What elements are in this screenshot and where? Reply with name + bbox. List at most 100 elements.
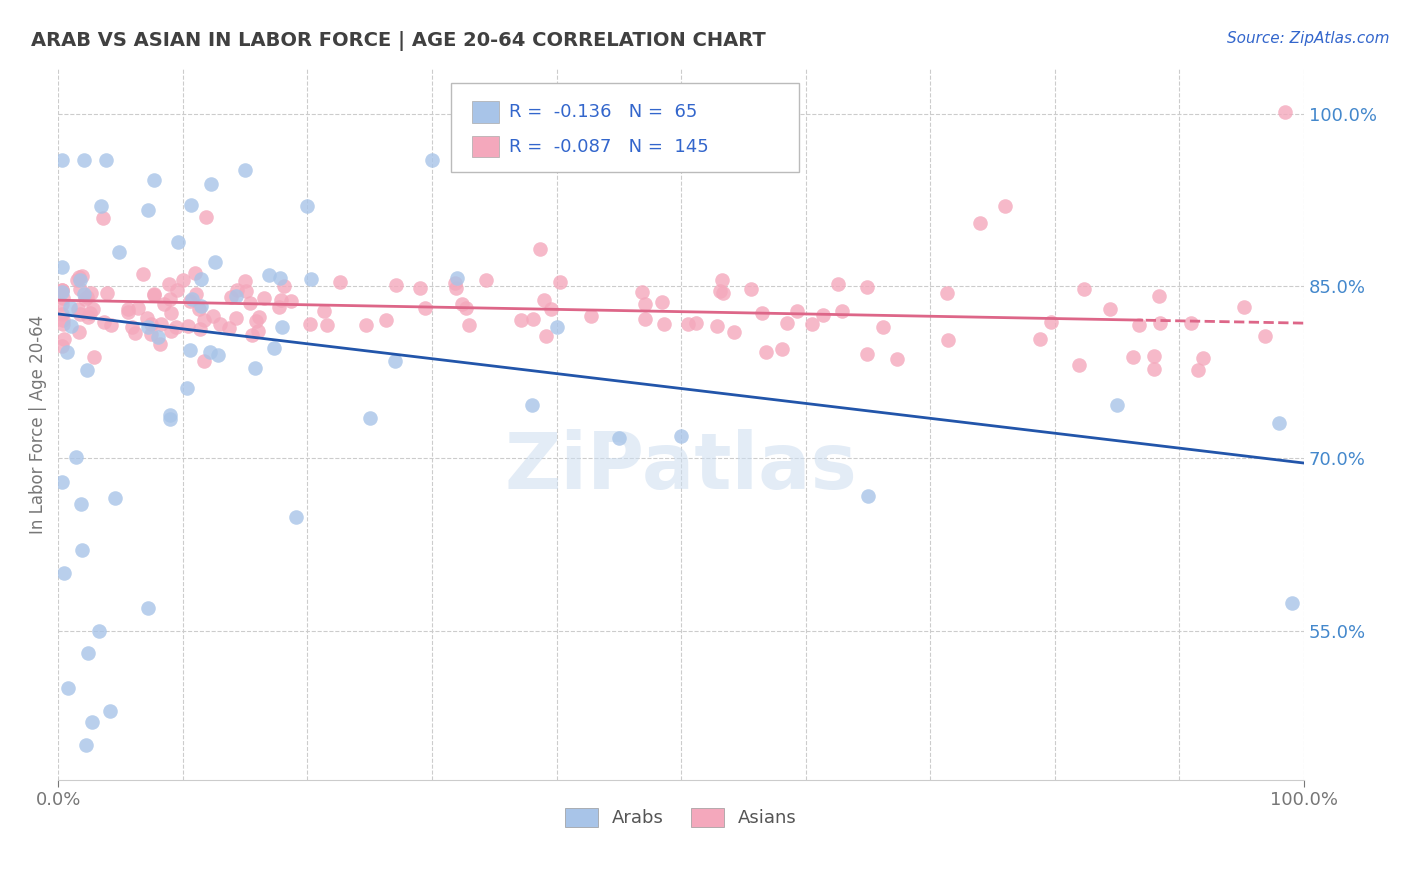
Point bbox=[271, 319, 294, 334]
Text: Source: ZipAtlas.com: Source: ZipAtlas.com bbox=[1226, 31, 1389, 46]
Point bbox=[51, 285, 73, 300]
Point bbox=[1192, 351, 1215, 366]
Point bbox=[187, 302, 209, 317]
Point bbox=[385, 277, 408, 292]
Point bbox=[233, 163, 256, 178]
Point bbox=[1122, 350, 1144, 364]
Point bbox=[936, 285, 959, 300]
Point bbox=[198, 345, 221, 359]
FancyBboxPatch shape bbox=[472, 101, 499, 122]
Point bbox=[69, 497, 91, 511]
Point bbox=[678, 318, 700, 332]
Point bbox=[193, 313, 215, 327]
Point bbox=[1107, 398, 1129, 412]
Point bbox=[180, 292, 202, 306]
Point bbox=[82, 302, 104, 317]
Point bbox=[104, 491, 127, 505]
Point bbox=[450, 296, 472, 310]
Point bbox=[546, 320, 568, 334]
Point bbox=[69, 307, 91, 321]
Point bbox=[225, 289, 247, 303]
Point bbox=[136, 202, 159, 217]
Point bbox=[855, 347, 877, 361]
Point bbox=[82, 715, 104, 730]
Point bbox=[280, 293, 302, 308]
Point bbox=[1067, 358, 1090, 372]
Point bbox=[208, 318, 231, 332]
Point bbox=[149, 317, 172, 331]
Point bbox=[269, 301, 291, 315]
Text: R =  -0.136   N =  65: R = -0.136 N = 65 bbox=[509, 103, 697, 121]
Point bbox=[69, 282, 91, 296]
Point bbox=[1274, 105, 1296, 120]
Point bbox=[136, 600, 159, 615]
Point bbox=[157, 277, 180, 292]
FancyBboxPatch shape bbox=[472, 136, 499, 157]
Point bbox=[233, 274, 256, 288]
Point bbox=[297, 199, 319, 213]
Point bbox=[153, 297, 176, 311]
Point bbox=[1268, 416, 1291, 430]
Point bbox=[444, 277, 467, 291]
Point bbox=[994, 199, 1017, 213]
Point bbox=[969, 216, 991, 230]
Point bbox=[138, 320, 160, 334]
Point bbox=[73, 293, 96, 307]
Point bbox=[314, 304, 336, 318]
Point bbox=[179, 343, 201, 357]
Point bbox=[51, 297, 73, 311]
Point bbox=[520, 398, 543, 412]
Point bbox=[247, 310, 270, 324]
Point bbox=[139, 327, 162, 342]
Point bbox=[177, 318, 200, 333]
Point bbox=[83, 350, 105, 364]
Point bbox=[270, 293, 292, 308]
Point bbox=[316, 318, 339, 332]
Point bbox=[93, 315, 115, 329]
Point bbox=[259, 268, 281, 282]
Point bbox=[143, 288, 166, 302]
Point bbox=[159, 324, 181, 338]
Point bbox=[247, 324, 270, 338]
Point bbox=[75, 738, 97, 752]
Point bbox=[76, 310, 98, 325]
Point bbox=[207, 348, 229, 362]
Point bbox=[685, 316, 707, 330]
Point bbox=[872, 320, 894, 334]
Point bbox=[96, 153, 118, 168]
Point bbox=[148, 330, 170, 344]
Point bbox=[1128, 318, 1150, 332]
Text: ARAB VS ASIAN IN LABOR FORCE | AGE 20-64 CORRELATION CHART: ARAB VS ASIAN IN LABOR FORCE | AGE 20-64… bbox=[31, 31, 766, 51]
Point bbox=[723, 325, 745, 339]
Point bbox=[225, 311, 247, 326]
Point bbox=[359, 411, 381, 425]
Point bbox=[67, 270, 90, 285]
Point bbox=[80, 286, 103, 301]
Point bbox=[510, 313, 533, 327]
Point bbox=[117, 304, 139, 318]
Point bbox=[711, 273, 734, 287]
Point bbox=[534, 329, 557, 343]
Point bbox=[183, 266, 205, 280]
Point bbox=[167, 235, 190, 250]
Point bbox=[91, 211, 114, 225]
Point bbox=[59, 318, 82, 333]
Point bbox=[73, 286, 96, 301]
Point bbox=[190, 299, 212, 313]
Point bbox=[77, 647, 100, 661]
Point bbox=[172, 273, 194, 287]
Text: ZiPatlas: ZiPatlas bbox=[505, 429, 858, 505]
Point bbox=[51, 283, 73, 297]
Point bbox=[159, 306, 181, 320]
Point bbox=[1142, 362, 1164, 376]
Point bbox=[776, 316, 799, 330]
Point bbox=[180, 197, 202, 211]
Point bbox=[633, 296, 655, 310]
Point bbox=[132, 267, 155, 281]
Legend: Arabs, Asians: Arabs, Asians bbox=[558, 801, 804, 835]
Point bbox=[235, 284, 257, 298]
Point bbox=[65, 273, 87, 287]
Point bbox=[709, 284, 731, 298]
Point bbox=[354, 318, 377, 332]
Point bbox=[811, 308, 834, 322]
